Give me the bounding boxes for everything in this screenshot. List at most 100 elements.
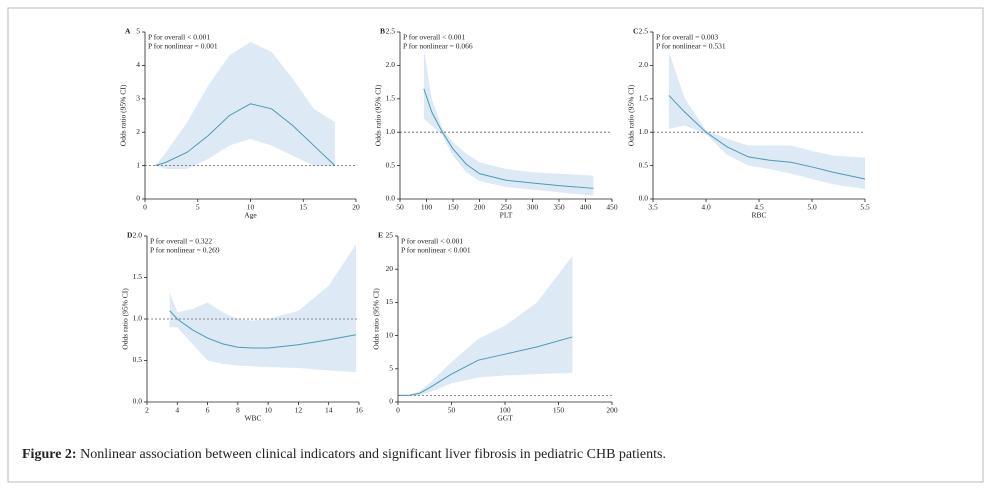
y-tick-label: 25 [386, 231, 394, 240]
annotation: P for overall = 0.322 [150, 237, 212, 246]
y-tick-label: 5 [389, 364, 393, 373]
figure-border [7, 7, 984, 483]
y-axis-label: Odds ratio (95% CI) [627, 84, 636, 146]
line [169, 310, 357, 349]
annotation: P for overall = 0.003 [656, 33, 718, 42]
ci-band [668, 52, 865, 189]
annotation: P for overall < 0.001 [401, 237, 463, 246]
x-tick-label: 5.0 [807, 203, 817, 212]
x-tick-label: 0 [143, 203, 147, 212]
x-axis-label: GGT [497, 414, 513, 423]
ci-band [169, 244, 356, 373]
x-tick-label: 200 [474, 203, 486, 212]
annotation: P for nonlinear = 0.066 [403, 42, 473, 51]
caption: Figure 2: Nonlinear association between … [22, 447, 666, 463]
ci-band [155, 42, 335, 169]
caption-text: Nonlinear association between clinical i… [80, 447, 666, 462]
y-axis-label: Odds ratio (95% CI) [374, 84, 383, 146]
x-tick-label: 100 [421, 203, 433, 212]
annotation: P for nonlinear < 0.001 [401, 246, 471, 255]
y-tick-label: 20 [386, 264, 394, 273]
x-tick-label: 20 [352, 203, 360, 212]
x-axis-label: PLT [500, 211, 513, 220]
x-tick-label: 4 [175, 406, 179, 415]
x-tick-label: 400 [580, 203, 592, 212]
caption-label: Figure 2: [22, 447, 77, 462]
y-tick-label: 1.0 [133, 314, 143, 323]
y-tick-label: 1.5 [133, 272, 143, 281]
y-tick-label: 2.0 [133, 231, 143, 240]
y-tick-label: 0.5 [639, 160, 649, 169]
y-tick-label: 5 [136, 27, 140, 36]
annotation: P for nonlinear = 0.269 [150, 246, 220, 255]
x-tick-label: 100 [499, 406, 511, 415]
x-tick-label: 14 [325, 406, 333, 415]
x-tick-label: 10 [264, 406, 272, 415]
x-tick-label: 200 [606, 406, 618, 415]
y-tick-label: 15 [386, 297, 394, 306]
x-axis-label: RBC [751, 211, 766, 220]
y-tick-label: 0.0 [639, 194, 649, 203]
x-tick-label: 300 [527, 203, 539, 212]
x-axis-label: Age [244, 211, 257, 220]
y-tick-label: 1.0 [639, 127, 649, 136]
line [423, 88, 594, 189]
y-tick-label: 1.0 [386, 127, 396, 136]
x-tick-label: 16 [355, 406, 363, 415]
annotation: P for nonlinear = 0.001 [148, 42, 218, 51]
x-tick-label: 2 [145, 406, 149, 415]
y-axis-label: Odds ratio (95% CI) [119, 84, 128, 146]
line [155, 103, 336, 167]
annotation: P for overall < 0.001 [148, 33, 210, 42]
panel-label: B [380, 27, 385, 36]
x-tick-label: 50 [396, 203, 404, 212]
y-tick-label: 2.0 [386, 60, 396, 69]
y-tick-label: 1.5 [639, 94, 649, 103]
x-tick-label: 3.5 [648, 203, 658, 212]
y-tick-label: 0.0 [386, 194, 396, 203]
x-tick-label: 5 [196, 203, 200, 212]
x-tick-label: 150 [553, 406, 565, 415]
x-tick-label: 350 [553, 203, 565, 212]
y-tick-label: 3 [136, 94, 140, 103]
ci-band [423, 48, 594, 196]
y-tick-label: 0.5 [133, 355, 143, 364]
x-tick-label: 150 [447, 203, 459, 212]
y-tick-label: 0.0 [133, 397, 143, 406]
panel-label: D [127, 231, 133, 240]
annotation: P for overall < 0.001 [403, 33, 465, 42]
y-axis-label: Odds ratio (95% CI) [372, 288, 381, 350]
x-tick-label: 5.5 [860, 203, 870, 212]
y-tick-label: 2.5 [639, 27, 649, 36]
y-tick-label: 2.5 [386, 27, 396, 36]
x-tick-label: 12 [295, 406, 303, 415]
x-tick-label: 4.0 [701, 203, 711, 212]
x-tick-label: 15 [300, 203, 308, 212]
x-tick-label: 250 [500, 203, 512, 212]
x-tick-label: 450 [606, 203, 618, 212]
y-tick-label: 10 [386, 330, 394, 339]
y-tick-label: 0 [389, 397, 393, 406]
y-tick-label: 0.5 [386, 160, 396, 169]
y-tick-label: 0 [136, 194, 140, 203]
ci-band [398, 255, 573, 397]
line [398, 336, 573, 396]
x-tick-label: 8 [236, 406, 240, 415]
x-tick-label: 50 [448, 406, 456, 415]
y-tick-label: 1.5 [386, 94, 396, 103]
x-tick-label: 6 [206, 406, 210, 415]
y-tick-label: 2 [136, 127, 140, 136]
y-tick-label: 1 [136, 160, 140, 169]
panel-label: C [633, 27, 638, 36]
x-tick-label: 10 [247, 203, 255, 212]
panel-label: A [125, 27, 131, 36]
x-tick-label: 4.5 [754, 203, 764, 212]
x-axis-label: WBC [244, 414, 261, 423]
y-tick-label: 2.0 [639, 60, 649, 69]
x-tick-label: 0 [396, 406, 400, 415]
y-tick-label: 4 [136, 60, 140, 69]
panel-label: E [378, 231, 383, 240]
y-axis-label: Odds ratio (95% CI) [121, 288, 130, 350]
